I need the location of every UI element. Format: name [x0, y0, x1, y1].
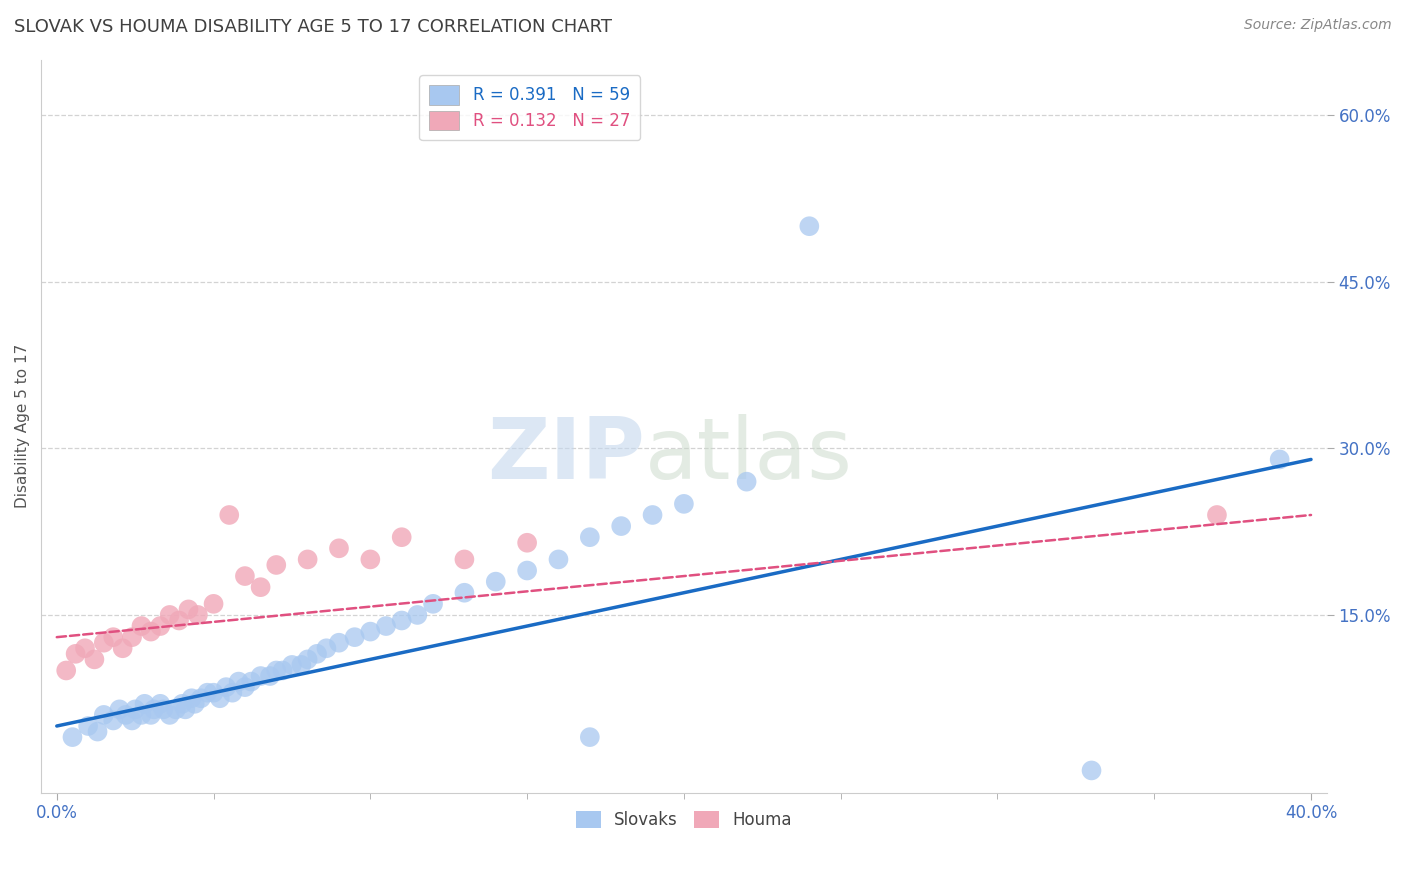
- Point: [131, 707, 153, 722]
- Point: [134, 697, 156, 711]
- Text: SLOVAK VS HOUMA DISABILITY AGE 5 TO 17 CORRELATION CHART: SLOVAK VS HOUMA DISABILITY AGE 5 TO 17 C…: [14, 18, 612, 36]
- Point: [233, 569, 256, 583]
- Point: [579, 530, 602, 544]
- Point: [406, 607, 429, 622]
- Point: [149, 697, 172, 711]
- Point: [139, 624, 162, 639]
- Point: [218, 508, 240, 522]
- Point: [202, 597, 225, 611]
- Point: [93, 707, 115, 722]
- Point: [62, 730, 84, 744]
- Point: [240, 674, 263, 689]
- Point: [453, 552, 475, 566]
- Point: [610, 519, 633, 533]
- Point: [195, 686, 218, 700]
- Point: [55, 664, 77, 678]
- Point: [187, 607, 209, 622]
- Point: [641, 508, 664, 522]
- Text: Source: ZipAtlas.com: Source: ZipAtlas.com: [1244, 18, 1392, 32]
- Point: [485, 574, 508, 589]
- Point: [264, 664, 287, 678]
- Point: [799, 219, 821, 234]
- Point: [184, 697, 207, 711]
- Point: [315, 641, 337, 656]
- Point: [1206, 508, 1229, 522]
- Point: [190, 691, 212, 706]
- Point: [159, 707, 181, 722]
- Point: [328, 541, 350, 556]
- Text: ZIP: ZIP: [488, 414, 645, 497]
- Point: [103, 630, 125, 644]
- Text: atlas: atlas: [645, 414, 853, 497]
- Point: [93, 636, 115, 650]
- Point: [73, 641, 96, 656]
- Point: [208, 691, 231, 706]
- Point: [167, 614, 190, 628]
- Point: [297, 552, 319, 566]
- Point: [165, 702, 187, 716]
- Point: [422, 597, 444, 611]
- Point: [249, 580, 271, 594]
- Y-axis label: Disability Age 5 to 17: Disability Age 5 to 17: [15, 344, 30, 508]
- Point: [305, 647, 328, 661]
- Point: [1268, 452, 1291, 467]
- Point: [108, 702, 131, 716]
- Point: [111, 641, 134, 656]
- Point: [391, 614, 413, 628]
- Point: [359, 552, 381, 566]
- Point: [271, 664, 294, 678]
- Point: [159, 607, 181, 622]
- Point: [359, 624, 381, 639]
- Point: [375, 619, 398, 633]
- Point: [672, 497, 695, 511]
- Point: [65, 647, 87, 661]
- Point: [124, 702, 146, 716]
- Point: [149, 619, 172, 633]
- Point: [249, 669, 271, 683]
- Point: [233, 680, 256, 694]
- Point: [177, 602, 200, 616]
- Point: [264, 558, 287, 572]
- Point: [83, 652, 105, 666]
- Point: [290, 657, 312, 672]
- Point: [1080, 764, 1102, 778]
- Point: [77, 719, 100, 733]
- Point: [86, 724, 108, 739]
- Point: [281, 657, 304, 672]
- Point: [131, 619, 153, 633]
- Point: [114, 707, 136, 722]
- Point: [103, 714, 125, 728]
- Point: [579, 730, 602, 744]
- Point: [453, 585, 475, 599]
- Point: [547, 552, 569, 566]
- Point: [174, 702, 197, 716]
- Point: [121, 630, 143, 644]
- Point: [172, 697, 194, 711]
- Legend: Slovaks, Houma: Slovaks, Houma: [569, 804, 799, 836]
- Point: [735, 475, 758, 489]
- Point: [516, 564, 538, 578]
- Point: [328, 636, 350, 650]
- Point: [343, 630, 366, 644]
- Point: [297, 652, 319, 666]
- Point: [152, 702, 174, 716]
- Point: [121, 714, 143, 728]
- Point: [391, 530, 413, 544]
- Point: [180, 691, 202, 706]
- Point: [143, 702, 166, 716]
- Point: [221, 686, 243, 700]
- Point: [139, 707, 162, 722]
- Point: [202, 686, 225, 700]
- Point: [228, 674, 250, 689]
- Point: [516, 535, 538, 549]
- Point: [259, 669, 281, 683]
- Point: [215, 680, 238, 694]
